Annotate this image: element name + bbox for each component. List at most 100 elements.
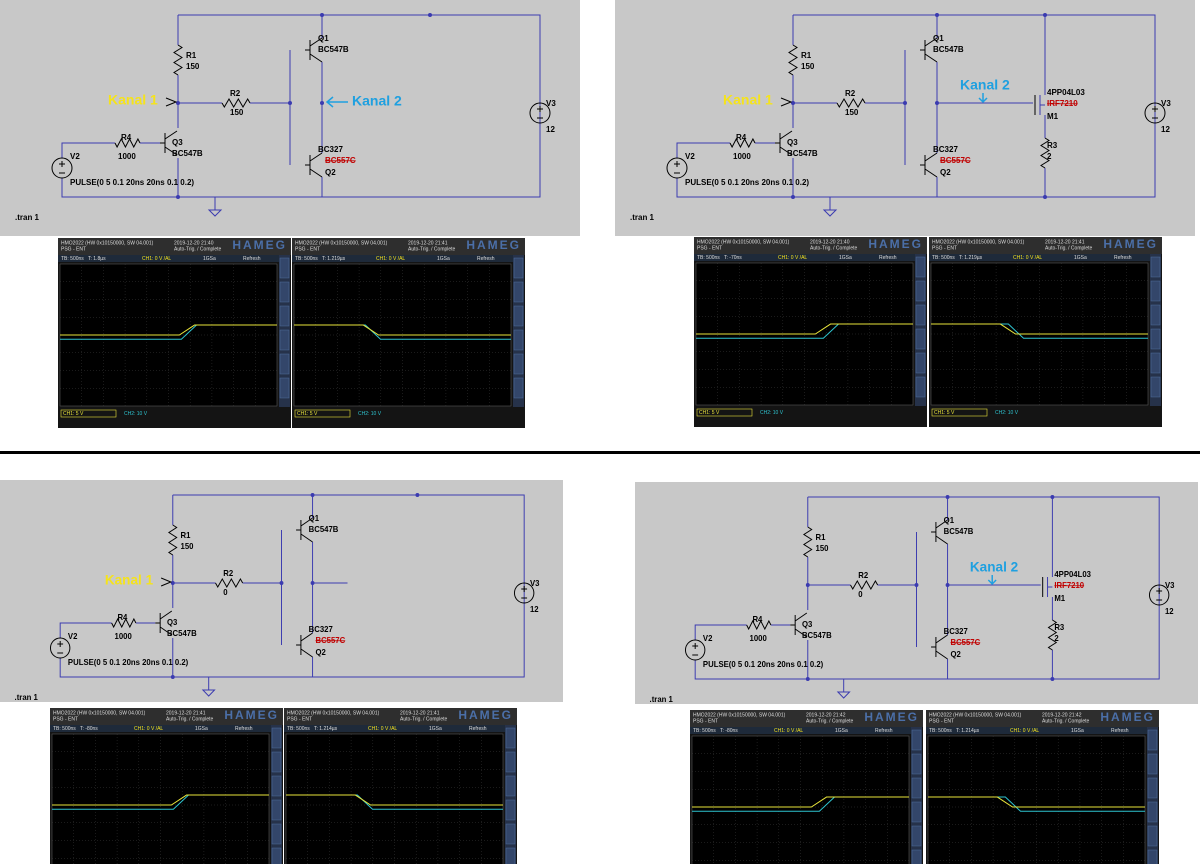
q3-ref: Q3 — [172, 138, 183, 147]
side-button — [915, 352, 926, 374]
arrow — [325, 96, 348, 108]
ch1-box — [294, 409, 351, 418]
ch1-box — [696, 408, 753, 417]
source — [684, 639, 706, 661]
circuit: R1 150 R2 0 R4 1000 Q3 BC547B Q1 BC547B BC327 BC557… — [15, 493, 540, 702]
wire — [305, 152, 323, 178]
sample-rate: 1GSa — [1074, 255, 1087, 261]
scope-brand: HAMEG — [1103, 237, 1158, 251]
scope: HMO2022 (HW 0x10150000, SW 04.001) 2019-1… — [690, 710, 923, 864]
q2-struck: BC557C — [950, 638, 980, 647]
scope-model: HMO2022 (HW 0x10150000, SW 04.001) — [287, 710, 380, 716]
wire — [59, 494, 525, 678]
scope-model: HMO2022 (HW 0x10150000, SW 04.001) — [61, 240, 154, 246]
time-offset: T: 1.219µs — [322, 256, 346, 262]
r2-value: 0 — [858, 590, 863, 599]
scope-model: HMO2022 (HW 0x10150000, SW 04.001) — [53, 710, 146, 716]
kanal2-label: Kanal 2 — [960, 77, 1010, 93]
arrow — [978, 93, 988, 104]
r1-value: 150 — [181, 542, 195, 551]
scope-mode: PSG - ENT — [697, 245, 722, 251]
circuit: R1 150 R2 150 R4 1000 Q3 BC547B Q1 BC547B BC327 BC5… — [630, 13, 1171, 222]
r3-value: 2 — [1047, 152, 1052, 161]
m1-value: 4PP04L03 — [1047, 88, 1085, 97]
node — [1050, 677, 1055, 681]
status-bar — [58, 255, 279, 262]
side-button — [505, 727, 516, 749]
arrow — [987, 575, 997, 586]
r4-ref: R4 — [752, 615, 763, 624]
timebase: TB: 500ns — [53, 726, 76, 732]
r4-ref: R4 — [117, 613, 128, 622]
q2-struck: BC557C — [315, 636, 345, 645]
timebase: TB: 500ns — [295, 256, 318, 262]
scope-trigger: Auto-Trig. / Complete — [1045, 245, 1093, 251]
q1-ref: Q1 — [318, 34, 329, 43]
r2-value: 150 — [230, 108, 244, 117]
q2-ref: Q2 — [940, 168, 951, 177]
node — [791, 101, 795, 105]
q2-struck: BC557C — [325, 156, 356, 165]
side-button — [513, 257, 524, 279]
timebase: TB: 500ns — [287, 726, 310, 732]
scope-date: 2019-12-20 21:41 — [408, 240, 448, 246]
scope-mode: PSG - ENT — [287, 716, 312, 722]
v3-value: 12 — [1161, 125, 1170, 134]
q1-value: BC547B — [309, 525, 339, 534]
r2-ref: R2 — [230, 89, 241, 98]
ch2-scale: CH2: 10 V — [995, 410, 1019, 416]
time-offset: T: -80ns — [80, 726, 98, 732]
source — [1148, 584, 1170, 606]
r4-value: 1000 — [118, 152, 136, 161]
side-button — [505, 847, 516, 864]
time-offset: T: -80ns — [720, 728, 738, 734]
q2-value: BC327 — [933, 145, 958, 154]
scope: HMO2022 (HW 0x10150000, SW 04.001) 2019-1… — [926, 710, 1159, 864]
q2-ref: Q2 — [325, 168, 336, 177]
scope-trigger: Auto-Trig. / Complete — [806, 718, 854, 724]
node — [805, 583, 810, 587]
kanal1-label: Kanal 1 — [108, 92, 158, 108]
r2-ref: R2 — [845, 89, 856, 98]
side-button — [911, 825, 922, 847]
scope-mode: PSG - ENT — [693, 718, 718, 724]
wire — [931, 519, 948, 545]
side-button — [1147, 801, 1158, 823]
trigger-level: CH1: 0 V /AL — [376, 256, 405, 262]
scope-mode: PSG - ENT — [53, 716, 78, 722]
status-bar — [694, 254, 915, 261]
waveform — [60, 324, 277, 336]
side-button — [1150, 304, 1161, 326]
wire — [746, 619, 772, 631]
wire — [160, 130, 178, 156]
r4-value: 1000 — [733, 152, 751, 161]
scope-mode: PSG - ENT — [61, 246, 86, 252]
acquisition: Refresh — [875, 728, 893, 734]
time-offset: T: 1.8µs — [88, 256, 106, 262]
q1-ref: Q1 — [944, 516, 955, 525]
r3-value: 2 — [1054, 634, 1059, 643]
timebase: TB: 500ns — [932, 255, 955, 261]
node — [320, 13, 324, 17]
wire — [167, 524, 178, 556]
wire — [201, 677, 216, 697]
q2-ref: Q2 — [950, 650, 961, 659]
schematic: R1 150 R2 150 R4 1000 Q3 BC547B Q1 BC547B BC327 BC5… — [615, 0, 1195, 236]
acquisition: Refresh — [879, 255, 897, 261]
wire — [788, 44, 798, 76]
wire — [155, 610, 173, 636]
scope-mode: PSG - ENT — [929, 718, 954, 724]
side-button — [513, 305, 524, 327]
wire — [114, 137, 141, 149]
sample-rate: 1GSa — [839, 255, 852, 261]
wire — [836, 679, 851, 699]
acquisition: Refresh — [235, 726, 253, 732]
r2-value: 0 — [223, 588, 228, 597]
wire — [775, 130, 793, 156]
scope-brand: HAMEG — [864, 710, 919, 724]
side-button — [911, 753, 922, 775]
side-button — [911, 849, 922, 864]
source — [1144, 102, 1166, 124]
v2-value: PULSE(0 5 0.1 20ns 20ns 0.1 0.2) — [685, 178, 809, 187]
side-button — [1150, 352, 1161, 374]
